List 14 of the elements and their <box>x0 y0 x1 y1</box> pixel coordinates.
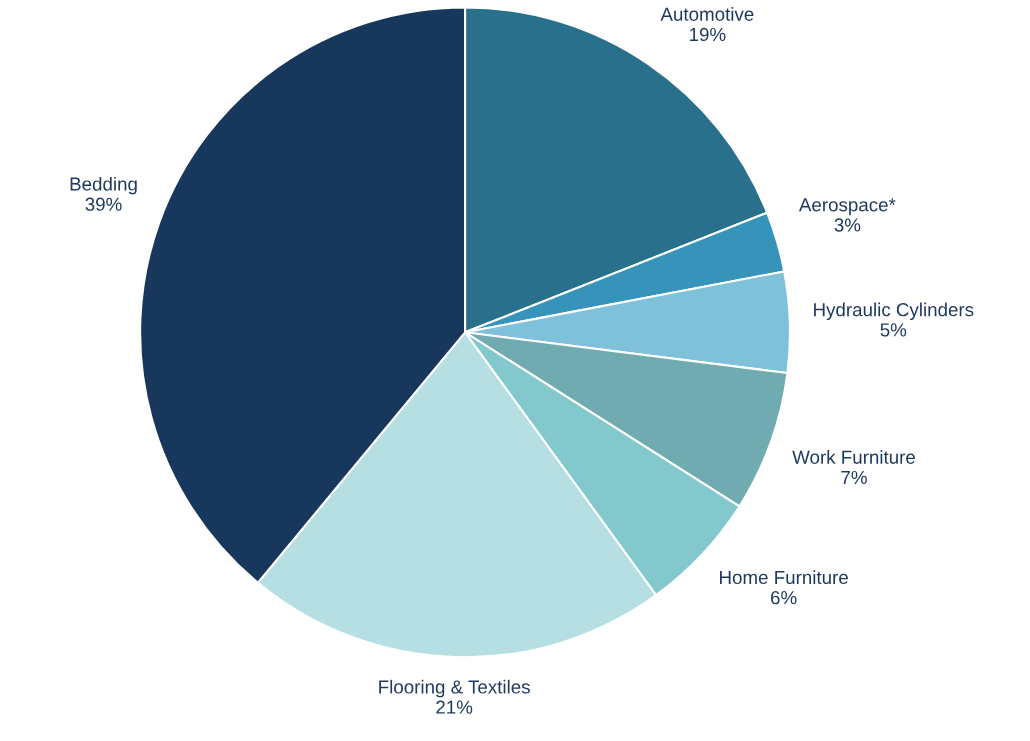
slice-label: Hydraulic Cylinders <box>814 302 974 321</box>
data-label: 39% <box>85 197 122 211</box>
slice-label: Aerospace* <box>798 198 896 216</box>
data-label: 19% <box>690 27 726 42</box>
slice-label: Flooring & Textiles <box>379 679 530 698</box>
data-label: 3% <box>834 218 861 232</box>
data-label: 7% <box>841 470 867 484</box>
slice-label: Automotive <box>660 7 754 21</box>
slice-label: Home Furniture <box>720 570 848 585</box>
slice-label: Work Furniture <box>792 450 915 464</box>
data-label: 21% <box>436 700 473 714</box>
data-label: 6% <box>771 591 797 605</box>
data-label: 5% <box>880 323 907 337</box>
slice-label: Bedding <box>70 176 137 195</box>
